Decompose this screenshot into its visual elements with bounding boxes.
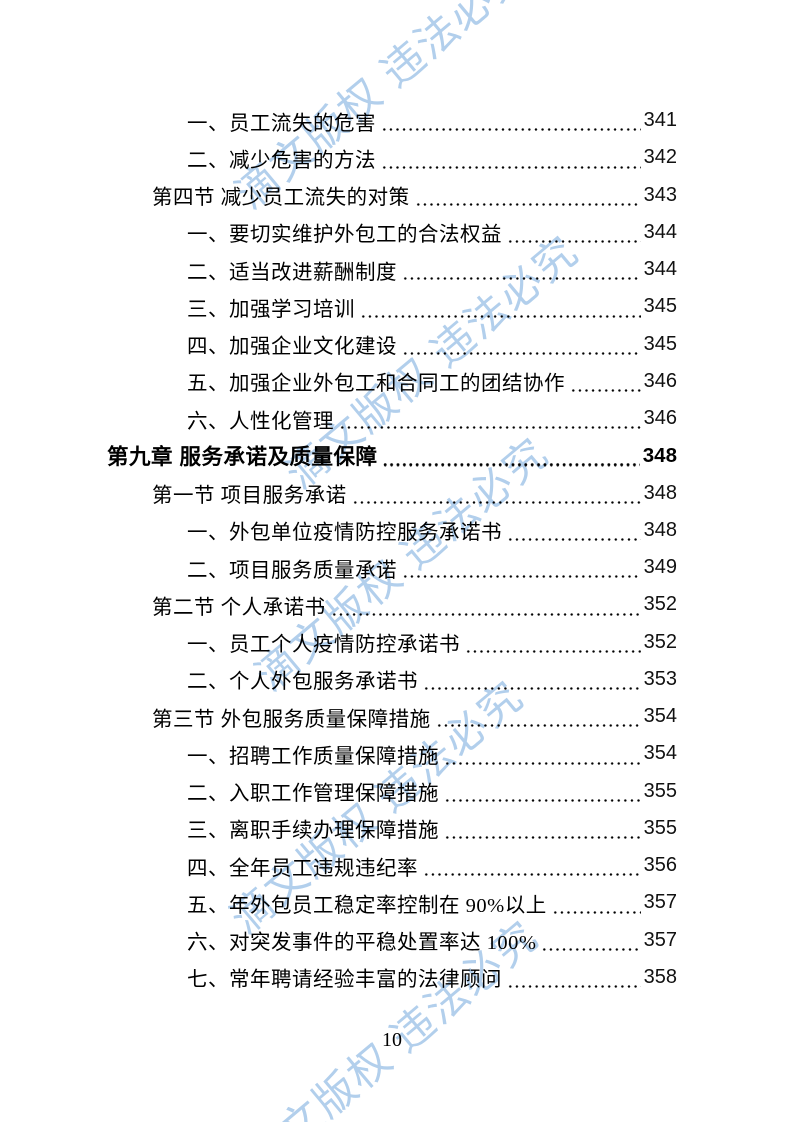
toc-entry: 二、适当改进薪酬制度 344 — [107, 251, 677, 288]
toc-entry: 第九章 服务承诺及质量保障 348 — [107, 437, 677, 474]
toc-entry-page-number: 358 — [643, 965, 677, 988]
toc-entry: 四、加强企业文化建设 345 — [107, 326, 677, 363]
toc-entry: 五、加强企业外包工和合同工的团结协作 346 — [107, 363, 677, 400]
toc-entry: 二、入职工作管理保障措施 355 — [107, 773, 677, 810]
dotted-leader — [444, 761, 641, 765]
dotted-leader — [465, 649, 641, 653]
toc-entry-title: 第九章 服务承诺及质量保障 — [107, 445, 378, 470]
dotted-leader — [507, 538, 641, 541]
dotted-leader — [339, 426, 641, 430]
toc-entry-page-number: 349 — [643, 556, 677, 579]
toc-entry-page-number: 348 — [643, 481, 677, 504]
toc-entry: 三、加强学习培训 345 — [107, 288, 677, 325]
table-of-contents: 一、员工流失的危害 341 二、减少危害的方法 342 第四节 减少员工流失的对策 343… — [107, 102, 677, 996]
toc-entry-title: 一、招聘工作质量保障措施 — [187, 745, 439, 768]
toc-entry-title: 一、外包单位疫情防控服务承诺书 — [187, 522, 502, 545]
toc-entry-title: 六、对突发事件的平稳处置率达 100% — [187, 932, 537, 955]
toc-entry: 第三节 外包服务质量保障措施 354 — [107, 698, 677, 735]
dotted-leader — [551, 910, 641, 914]
toc-entry-page-number: 344 — [643, 258, 677, 281]
toc-entry-title: 二、个人外包服务承诺书 — [187, 671, 418, 694]
toc-entry-title: 二、适当改进薪酬制度 — [187, 261, 397, 284]
dotted-leader — [402, 277, 641, 281]
toc-entry: 一、要切实维护外包工的合法权益 344 — [107, 214, 677, 251]
toc-entry-title: 三、离职手续办理保障措施 — [187, 820, 439, 843]
dotted-leader — [381, 128, 641, 132]
dotted-leader — [381, 165, 641, 169]
toc-entry: 二、项目服务质量承诺 349 — [107, 549, 677, 586]
toc-entry-page-number: 357 — [643, 928, 677, 951]
toc-entry: 一、员工流失的危害 341 — [107, 102, 677, 139]
dotted-leader — [444, 836, 641, 839]
toc-entry-title: 五、加强企业外包工和合同工的团结协作 — [187, 373, 565, 396]
dotted-leader — [423, 873, 641, 877]
toc-entry-page-number: 344 — [643, 220, 677, 243]
toc-entry: 七、常年聘请经验丰富的法律顾问 358 — [107, 959, 677, 996]
dotted-leader — [444, 798, 641, 802]
toc-entry-title: 二、入职工作管理保障措施 — [187, 783, 439, 806]
toc-entry: 一、招聘工作质量保障措施 354 — [107, 735, 677, 772]
toc-entry-page-number: 355 — [643, 779, 677, 802]
toc-entry-title: 四、加强企业文化建设 — [187, 336, 397, 359]
toc-entry: 一、员工个人疫情防控承诺书 352 — [107, 624, 677, 661]
toc-entry-title: 二、项目服务质量承诺 — [187, 559, 397, 582]
toc-entry-title: 第三节 外包服务质量保障措施 — [152, 708, 431, 731]
toc-entry: 一、外包单位疫情防控服务承诺书 348 — [107, 512, 677, 549]
toc-entry-title: 第四节 减少员工流失的对策 — [152, 187, 410, 210]
toc-entry: 第四节 减少员工流失的对策 343 — [107, 177, 677, 214]
toc-entry-page-number: 348 — [643, 518, 677, 541]
dotted-leader — [541, 947, 641, 951]
toc-entry-page-number: 353 — [643, 667, 677, 690]
toc-entry: 二、个人外包服务承诺书 353 — [107, 661, 677, 698]
toc-entry: 第一节 项目服务承诺 348 — [107, 475, 677, 512]
toc-entry: 六、对突发事件的平稳处置率达 100% 357 — [107, 922, 677, 959]
toc-entry-title: 二、减少危害的方法 — [187, 149, 376, 172]
toc-entry-page-number: 345 — [643, 332, 677, 355]
page-number: 10 — [382, 1029, 402, 1051]
dotted-leader — [507, 240, 641, 243]
toc-entry-page-number: 341 — [643, 109, 677, 132]
toc-entry-page-number: 354 — [643, 742, 677, 765]
dotted-leader — [351, 500, 641, 504]
dotted-leader — [570, 389, 641, 392]
toc-entry-title: 三、加强学习培训 — [187, 298, 355, 321]
toc-entry: 第二节 个人承诺书 352 — [107, 586, 677, 623]
toc-entry-page-number: 348 — [642, 443, 677, 467]
dotted-leader — [507, 985, 641, 988]
toc-entry: 二、减少危害的方法 342 — [107, 139, 677, 176]
toc-entry-title: 五、年外包员工稳定率控制在 90%以上 — [187, 894, 547, 917]
toc-entry-page-number: 346 — [643, 369, 677, 392]
toc-entry: 四、全年员工违规违纪率 356 — [107, 847, 677, 884]
toc-entry-page-number: 352 — [643, 630, 677, 653]
toc-entry-page-number: 355 — [643, 816, 677, 839]
toc-entry-title: 七、常年聘请经验丰富的法律顾问 — [187, 969, 502, 992]
toc-entry-page-number: 342 — [643, 146, 677, 169]
toc-entry-page-number: 343 — [643, 183, 677, 206]
toc-entry-page-number: 354 — [643, 705, 677, 728]
toc-entry: 六、人性化管理 346 — [107, 400, 677, 437]
dotted-leader — [382, 463, 640, 467]
toc-entry-page-number: 352 — [643, 593, 677, 616]
toc-entry-title: 一、员工个人疫情防控承诺书 — [187, 634, 460, 657]
dotted-leader — [423, 687, 641, 690]
toc-entry-title: 第二节 个人承诺书 — [152, 596, 326, 619]
toc-entry-page-number: 346 — [643, 407, 677, 430]
dotted-leader — [435, 724, 641, 728]
dotted-leader — [402, 351, 641, 355]
toc-entry-title: 四、全年员工违规违纪率 — [187, 857, 418, 880]
toc-entry-title: 一、员工流失的危害 — [187, 112, 376, 135]
toc-entry: 三、离职手续办理保障措施 355 — [107, 810, 677, 847]
toc-entry-title: 一、要切实维护外包工的合法权益 — [187, 224, 502, 247]
toc-entry-page-number: 357 — [643, 891, 677, 914]
toc-entry-page-number: 345 — [643, 295, 677, 318]
dotted-leader — [402, 575, 641, 579]
dotted-leader — [330, 612, 641, 616]
toc-entry-title: 第一节 项目服务承诺 — [152, 485, 347, 508]
toc-entry-title: 六、人性化管理 — [187, 410, 334, 433]
dotted-leader — [414, 202, 641, 206]
toc-entry: 五、年外包员工稳定率控制在 90%以上 357 — [107, 884, 677, 921]
dotted-leader — [360, 314, 641, 318]
toc-entry-page-number: 356 — [643, 854, 677, 877]
